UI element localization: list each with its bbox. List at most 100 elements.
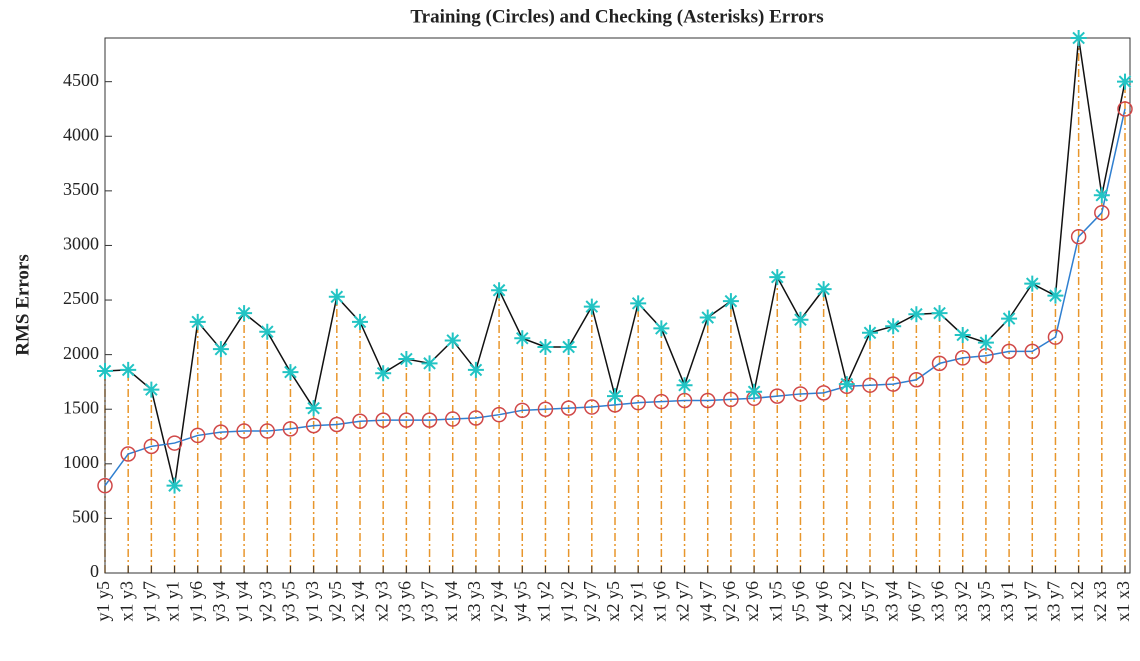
marker-circle (792, 386, 809, 402)
marker-circle (885, 376, 901, 392)
marker-asterisk (1093, 187, 1110, 204)
x-tick-label: x3 y5 (974, 581, 994, 622)
marker-circle (213, 424, 229, 440)
y-axis-label: RMS Errors (12, 254, 33, 356)
x-tick-label: y5 y6 (789, 581, 809, 622)
x-tick-label: x1 x2 (1067, 581, 1087, 622)
marker-circle (769, 388, 786, 404)
marker-circle (189, 427, 206, 444)
x-tick-label: x2 x3 (1090, 581, 1110, 622)
marker-circle (1001, 343, 1017, 360)
y-tick-label: 3500 (63, 179, 99, 199)
x-tick-label: x2 y4 (348, 581, 368, 622)
marker-asterisk (259, 323, 276, 340)
series-line (104, 37, 1126, 486)
y-tick-label: 2500 (63, 288, 99, 308)
marker-circle (815, 385, 832, 401)
x-tick-label: y1 y6 (186, 581, 206, 622)
marker-asterisk (560, 338, 577, 355)
marker-circle (723, 391, 739, 408)
chart-title: Training (Circles) and Checking (Asteris… (410, 6, 823, 27)
marker-asterisk (722, 293, 739, 310)
x-tick-label: y2 y3 (255, 581, 275, 622)
marker-asterisk (676, 377, 693, 394)
x-tick-label: x1 y2 (534, 581, 554, 622)
marker-asterisk (815, 281, 832, 298)
marker-asterisk (514, 330, 531, 347)
marker-asterisk (931, 305, 948, 322)
x-tick-label: x2 y3 (371, 581, 391, 622)
marker-circle (375, 412, 391, 428)
marker-asterisk (328, 288, 345, 305)
x-tick-label: y4 y5 (510, 581, 530, 622)
x-tick-label: x3 y3 (464, 581, 484, 622)
x-tick-label: x2 y7 (673, 581, 693, 622)
marker-circle (584, 399, 600, 415)
x-tick-label: x3 y1 (997, 581, 1017, 622)
marker-circle (398, 412, 415, 428)
marker-asterisk (467, 361, 484, 378)
x-tick-label: x2 y6 (742, 581, 762, 622)
marker-asterisk (838, 376, 855, 393)
x-tick-label: y3 y5 (279, 581, 299, 622)
x-tick-label: x3 y2 (951, 581, 971, 622)
x-tick-label: x2 y2 (835, 581, 855, 622)
marker-circle (143, 438, 160, 455)
marker-asterisk (352, 313, 368, 330)
marker-circle (166, 435, 183, 451)
y-tick-label: 4500 (63, 70, 99, 90)
x-tick-label: y1 y5 (93, 581, 113, 622)
marker-circle (1117, 101, 1133, 117)
marker-asterisk (537, 338, 554, 355)
x-tick-label: y3 y4 (209, 581, 229, 622)
marker-asterisk (282, 364, 299, 381)
y-tick-label: 0 (90, 561, 99, 581)
x-tick-label: x3 y4 (881, 581, 901, 622)
x-tick-label: y1 y7 (139, 581, 159, 622)
marker-circle (97, 477, 113, 494)
marker-circle (676, 392, 693, 409)
marker-circle (1047, 329, 1064, 345)
x-tick-label: x2 y1 (626, 581, 646, 622)
marker-circle (908, 371, 925, 388)
marker-asterisk (908, 306, 925, 323)
marker-asterisk (954, 326, 971, 343)
marker-circle (491, 406, 507, 423)
marker-circle (630, 394, 646, 411)
y-tick-label: 500 (72, 507, 99, 527)
marker-asterisk (375, 365, 392, 382)
marker-circle (236, 423, 252, 439)
x-tick-label: y1 y4 (232, 581, 252, 622)
x-tick-label: y2 y4 (487, 581, 507, 622)
marker-circle (305, 417, 322, 434)
x-tick-label: y4 y7 (696, 581, 716, 622)
x-tick-label: x3 y7 (1044, 581, 1064, 622)
marker-asterisk (769, 269, 786, 286)
x-tick-label: y1 y3 (302, 581, 322, 622)
y-tick-label: 2000 (63, 343, 99, 363)
marker-asterisk (885, 318, 902, 335)
marker-asterisk (1001, 310, 1018, 327)
x-tick-label: y1 y2 (557, 581, 577, 622)
x-tick-label: y2 y5 (325, 581, 345, 622)
marker-circle (352, 413, 368, 429)
x-tick-label: x1 y6 (649, 581, 669, 622)
x-tick-label: x1 y7 (1020, 581, 1040, 622)
y-tick-label: 1000 (63, 452, 99, 472)
x-tick-label: x1 y4 (441, 581, 461, 622)
marker-asterisk (236, 305, 253, 322)
marker-asterisk (653, 320, 670, 337)
marker-asterisk (630, 295, 647, 312)
marker-circle (514, 402, 531, 419)
marker-asterisk (1070, 30, 1087, 46)
y-tick-label: 3000 (63, 234, 99, 254)
marker-asterisk (166, 477, 183, 494)
x-tick-label: y2 y6 (719, 581, 739, 622)
x-tick-label: y3 y6 (394, 581, 414, 622)
marker-asterisk (792, 311, 809, 328)
marker-circle (862, 377, 878, 393)
marker-asterisk (746, 383, 763, 400)
x-tick-label: y4 y6 (812, 581, 832, 622)
